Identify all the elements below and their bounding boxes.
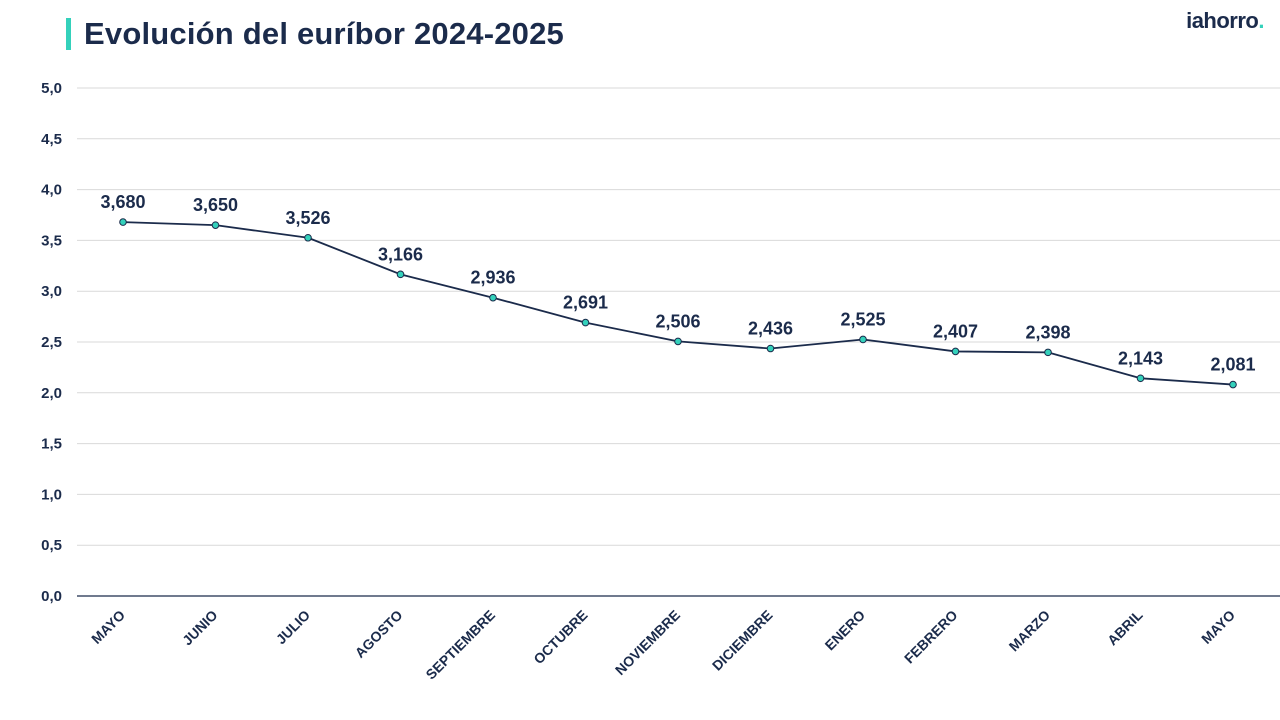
y-tick-label: 4,5 — [41, 131, 62, 148]
grid-lines — [77, 87, 1280, 597]
y-tick-label: 2,0 — [41, 385, 62, 402]
series-line — [122, 221, 1234, 386]
x-tick-label: NOVIEMBRE — [612, 607, 683, 678]
data-label: 2,143 — [1118, 348, 1163, 368]
brand-logo: iahorro. — [1186, 8, 1264, 34]
data-label: 3,650 — [193, 195, 238, 215]
data-point — [304, 233, 312, 242]
data-point — [766, 344, 775, 353]
data-point — [396, 270, 405, 279]
data-point — [119, 218, 127, 226]
data-point — [1136, 374, 1145, 383]
data-labels: 3,680 3,650 3,526 3,166 2,936 2,691 2,506 2,436… — [100, 192, 1255, 374]
data-label: 2,436 — [748, 319, 793, 339]
series-line-group — [122, 221, 1234, 386]
data-label: 2,407 — [933, 321, 978, 341]
data-point — [489, 293, 497, 302]
data-label: 2,691 — [563, 293, 608, 313]
data-point — [1229, 380, 1237, 389]
data-point — [859, 335, 867, 344]
x-tick-label: SEPTIEMBRE — [422, 607, 498, 683]
y-tick-label: 2,5 — [41, 334, 62, 351]
x-tick-label: FEBRERO — [901, 607, 961, 667]
data-points — [119, 218, 1237, 389]
x-tick-label: MAYO — [88, 607, 128, 647]
data-point — [951, 347, 960, 356]
data-label: 2,506 — [655, 311, 700, 331]
logo-text: iahorro — [1186, 8, 1259, 33]
y-tick-label: 0,5 — [41, 537, 62, 554]
data-label: 2,081 — [1210, 355, 1255, 375]
y-tick-label: 1,5 — [41, 436, 62, 453]
data-point — [1044, 348, 1052, 357]
data-point — [674, 337, 682, 346]
chart-title: Evolución del euríbor 2024-2025 — [84, 16, 564, 51]
data-label: 3,526 — [285, 208, 330, 228]
chart-title-block: Evolución del euríbor 2024-2025 — [66, 14, 564, 54]
data-point — [581, 318, 590, 327]
data-point — [211, 221, 220, 229]
x-tick-label: JULIO — [273, 607, 314, 648]
data-label: 3,680 — [100, 192, 145, 212]
x-tick-label: MAYO — [1198, 607, 1238, 647]
y-tick-label: 5,0 — [41, 80, 62, 97]
data-label: 3,166 — [378, 244, 423, 264]
y-axis-tick-labels: 0,0 0,5 1,0 1,5 2,0 2,5 3,0 3,5 4,0 4,5 5,0 — [41, 80, 62, 605]
title-accent-bar — [66, 18, 71, 50]
x-axis-tick-labels: MAYO JUNIO JULIO AGOSTO SEPTIEMBRE OCTUBRE NOV… — [88, 606, 1238, 682]
y-tick-label: 3,5 — [41, 232, 62, 249]
y-tick-label: 1,0 — [41, 486, 62, 503]
x-tick-label: DICIEMBRE — [709, 607, 776, 674]
logo-dot: . — [1258, 8, 1264, 33]
x-tick-label: ABRIL — [1104, 606, 1146, 648]
data-label: 2,398 — [1025, 322, 1070, 342]
x-tick-label: OCTUBRE — [530, 607, 590, 667]
data-label: 2,936 — [470, 268, 515, 288]
data-label: 2,525 — [840, 309, 885, 329]
y-tick-label: 3,0 — [41, 283, 62, 300]
x-tick-label: ENERO — [822, 607, 869, 654]
y-tick-label: 4,0 — [41, 182, 62, 199]
x-tick-label: MARZO — [1006, 607, 1054, 655]
x-tick-label: AGOSTO — [352, 607, 406, 661]
y-tick-label: 0,0 — [41, 588, 62, 605]
x-tick-label: JUNIO — [179, 607, 221, 649]
